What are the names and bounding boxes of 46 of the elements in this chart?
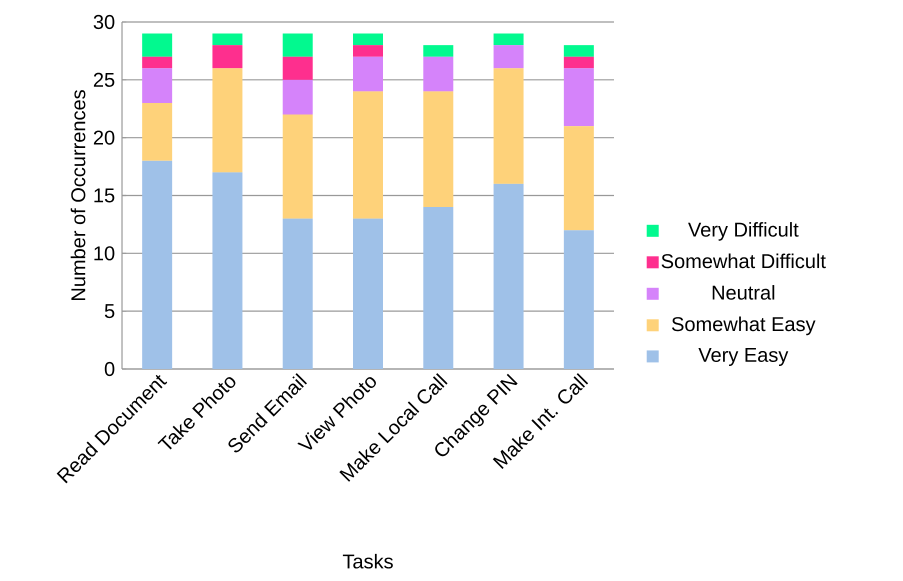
bar: [212, 34, 242, 46]
bar: [423, 56, 454, 92]
y-tick-label: 15: [94, 188, 114, 202]
bar: [353, 218, 383, 369]
bar: [564, 126, 594, 230]
bar: [564, 45, 594, 57]
bar: [423, 91, 454, 208]
bar: [142, 102, 172, 161]
bar: [142, 34, 172, 57]
bar: [564, 230, 594, 369]
bar: [353, 34, 383, 46]
bar: [212, 68, 242, 172]
y-tick-label: 25: [94, 72, 114, 87]
bar: [353, 56, 383, 92]
bar: [423, 207, 454, 369]
legend-label: Somewhat Easy: [672, 316, 816, 336]
legend-label: Very Difficult: [688, 222, 799, 241]
bar: [142, 56, 172, 68]
y-tick-label: 0: [104, 362, 114, 376]
text: Neutral: [712, 285, 774, 300]
bar: [282, 218, 313, 369]
bar: [494, 68, 524, 184]
bar: [494, 34, 524, 46]
y-tick-label: 20: [94, 130, 114, 145]
y-tick-label: 10: [94, 246, 114, 260]
bar: [494, 45, 524, 68]
bar: [282, 34, 313, 57]
x-axis-title: Tasks: [342, 554, 393, 569]
y-tick-label: 30: [94, 14, 114, 30]
bar: [142, 160, 172, 369]
y-axis-title: Number of Occurrences: [70, 90, 86, 300]
bar: [282, 80, 313, 115]
bar: [423, 45, 454, 57]
bar: [494, 184, 524, 369]
y-tick-label: 5: [104, 304, 114, 318]
bar: [212, 172, 242, 369]
bar: [353, 91, 383, 219]
bar: [282, 114, 313, 219]
bar: [564, 56, 594, 68]
bar: [282, 56, 313, 80]
legend-label: Somewhat Difficult: [662, 254, 826, 268]
legend-label: Very Easy: [698, 348, 788, 366]
bar: [353, 45, 383, 57]
bar: [564, 68, 594, 126]
bar: [212, 45, 242, 68]
bar: [142, 68, 172, 103]
